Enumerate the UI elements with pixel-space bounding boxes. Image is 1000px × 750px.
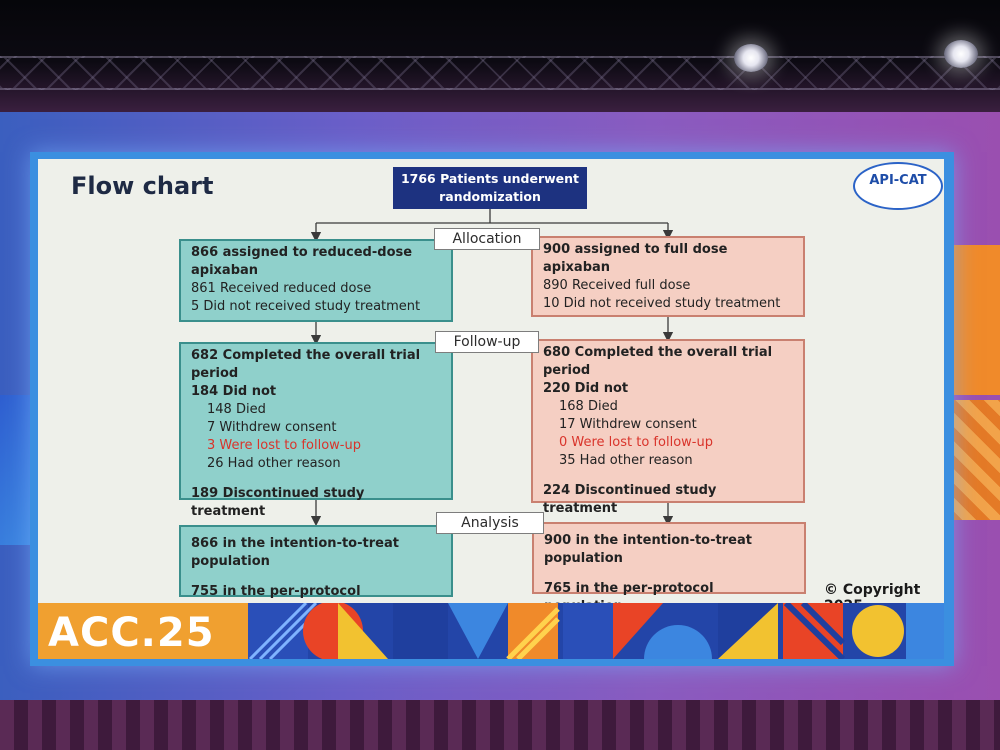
randomization-line: 1766 Patients underwent (400, 171, 580, 186)
right-other-reason: 35 Had other reason (559, 453, 693, 468)
slide: Flow chart API-CAT 1766 (38, 159, 944, 659)
followup-label: Follow-up (435, 331, 539, 353)
conference-banner: ACC.25 (38, 603, 944, 659)
lighting-truss (0, 56, 1000, 90)
left-other-reason: 26 Had other reason (207, 456, 341, 471)
left-analysis-box: 866 in the intention-to-treat population… (179, 525, 453, 617)
left-discontinued: 189 Discontinued study treatment (191, 486, 365, 519)
right-withdrew: 17 Withdrew consent (559, 417, 697, 432)
right-died: 168 Died (559, 399, 618, 414)
spotlight-icon (734, 44, 768, 72)
right-did-not: 220 Did not (543, 381, 629, 396)
right-allocation-line: 890 Received full dose (543, 278, 691, 293)
right-itt: 900 in the intention-to-treat population (544, 533, 752, 566)
analysis-label: Analysis (436, 512, 544, 534)
banner-pattern (38, 603, 944, 659)
left-allocation-header: 866 assigned to reduced-dose apixaban (191, 245, 413, 278)
conference-logo: ACC.25 (48, 610, 215, 656)
left-withdrew: 7 Withdrew consent (207, 420, 337, 435)
right-lost-to-followup: 0 Were lost to follow-up (559, 435, 713, 450)
allocation-label: Allocation (434, 228, 540, 250)
randomization-line: randomization (439, 189, 541, 204)
right-allocation-header: 900 assigned to full dose apixaban (543, 242, 728, 275)
left-completed: 682 Completed the overall trial period (191, 348, 421, 381)
wall-graphic (948, 400, 1000, 520)
left-died: 148 Died (207, 402, 266, 417)
slide-title: Flow chart (71, 172, 214, 200)
right-completed: 680 Completed the overall trial period (543, 345, 773, 378)
flow-connectors (310, 209, 674, 527)
right-discontinued: 224 Discontinued study treatment (543, 483, 717, 516)
logo-text: API-CAT (869, 173, 927, 188)
left-followup-box: 682 Completed the overall trial period 1… (179, 342, 453, 519)
left-lost-to-followup: 3 Were lost to follow-up (207, 438, 361, 453)
randomization-box: 1766 Patients underwent randomization (393, 167, 587, 209)
projection-screen: Flow chart API-CAT 1766 (30, 152, 954, 666)
spotlight-icon (944, 40, 978, 68)
left-allocation-line: 5 Did not received study treatment (191, 299, 421, 314)
stage-curtain (0, 700, 1000, 750)
left-allocation-line: 861 Received reduced dose (191, 281, 372, 296)
wall-graphic (948, 245, 1000, 395)
left-did-not: 184 Did not (191, 384, 277, 399)
left-allocation-box: 866 assigned to reduced-dose apixaban 86… (179, 239, 453, 322)
left-itt: 866 in the intention-to-treat population (191, 536, 399, 569)
right-allocation-box: 900 assigned to full dose apixaban 890 R… (531, 236, 805, 317)
right-allocation-line: 10 Did not received study treatment (543, 296, 781, 311)
right-followup-box: 680 Completed the overall trial period 2… (531, 339, 805, 516)
api-cat-logo: API-CAT (853, 162, 943, 210)
right-analysis-box: 900 in the intention-to-treat population… (532, 522, 806, 614)
